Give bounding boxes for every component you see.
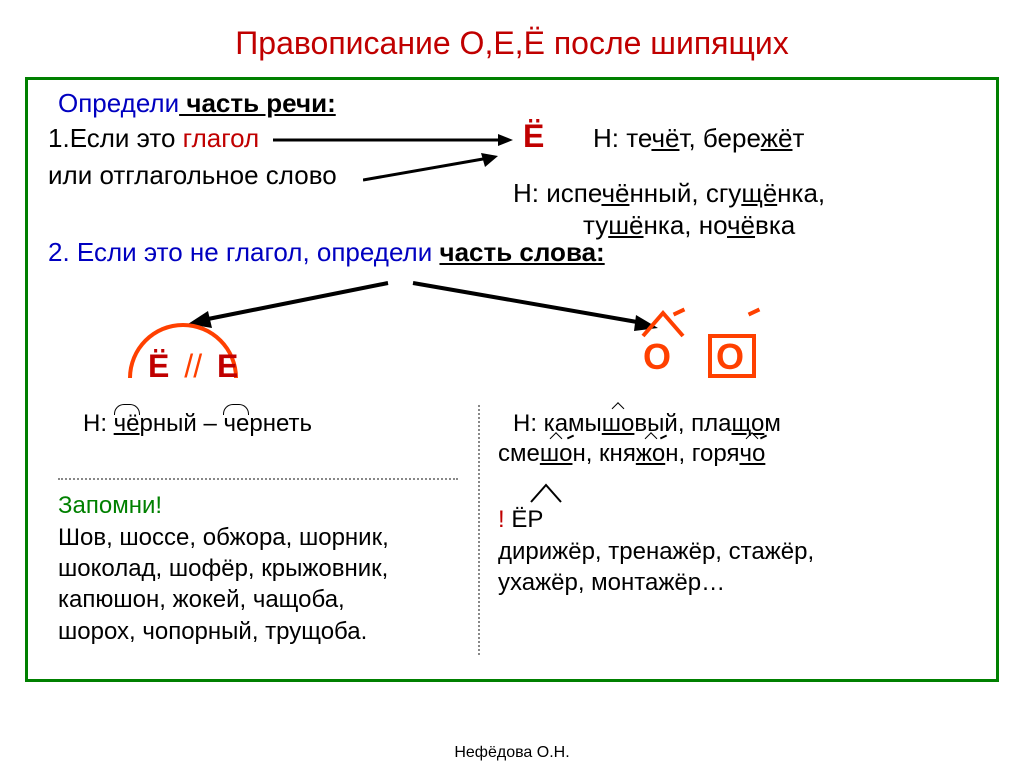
ex-part: т, бере bbox=[679, 123, 760, 153]
ex-part: щё bbox=[741, 178, 777, 208]
rule1-example1: Н: течёт, бережёт bbox=[593, 123, 804, 154]
list-line: шорох, чопорный, трущоба. bbox=[58, 616, 389, 647]
exclamation: ! bbox=[498, 506, 505, 533]
ex-part: чё bbox=[727, 210, 755, 240]
yor-text: ЁР bbox=[505, 506, 544, 533]
yo-letter: Ё bbox=[148, 348, 169, 384]
list-line: Шов, шоссе, обжора, шорник, bbox=[58, 522, 389, 553]
rule2-text: Если это не глагол, определи bbox=[77, 237, 440, 267]
list-line: шоколад, шофёр, крыжовник, bbox=[58, 553, 389, 584]
ex-part: шё bbox=[608, 210, 643, 240]
dashed-divider-vertical bbox=[478, 405, 480, 655]
ex-part: н, горя bbox=[665, 440, 739, 467]
diagram-area: Ё // Е О О bbox=[48, 278, 976, 398]
ex-part: сме bbox=[498, 440, 540, 467]
yor-caret-icon bbox=[528, 482, 564, 504]
o-ending: О bbox=[716, 336, 744, 378]
heading-prefix: Определи bbox=[58, 88, 179, 118]
ex-ending: що bbox=[732, 410, 765, 437]
ex-part: рный – bbox=[140, 410, 224, 437]
left-example: Н: чёрный – чернеть bbox=[83, 410, 312, 438]
ex-label: Н: bbox=[83, 410, 114, 437]
yor-list: дирижёр, тренажёр, стажёр, ухажёр, монта… bbox=[498, 536, 814, 598]
rule2-line: 2. Если это не глагол, определи часть сл… bbox=[48, 237, 976, 268]
dashed-divider-horizontal bbox=[58, 478, 458, 480]
list-line: дирижёр, тренажёр, стажёр, bbox=[498, 536, 814, 567]
ex-part: чё bbox=[601, 178, 629, 208]
e-letter: Е bbox=[217, 348, 238, 384]
content-frame: Определи часть речи: 1.Если это глагол Ё… bbox=[25, 77, 999, 682]
ex-part: нка, но bbox=[644, 210, 727, 240]
arrow-left-icon bbox=[188, 278, 398, 328]
list-line: ухажёр, монтажёр… bbox=[498, 567, 814, 598]
rule1-otglag: или отглагольное слово bbox=[48, 160, 337, 190]
ex-part: вка bbox=[755, 210, 795, 240]
heading-underlined: часть речи: bbox=[179, 88, 336, 118]
ex-part: н, кня bbox=[572, 440, 635, 467]
suffix-ending-group: О О bbox=[638, 318, 778, 378]
arrow-right-icon bbox=[408, 278, 658, 333]
ex-root: че bbox=[223, 410, 249, 438]
remember-list: Шов, шоссе, обжора, шорник, шоколад, шоф… bbox=[58, 522, 389, 647]
ex-suffix: шо bbox=[540, 440, 573, 468]
rule1-verb: глагол bbox=[183, 123, 260, 153]
rule1-num: 1. bbox=[48, 123, 70, 153]
arrow-icon bbox=[273, 131, 513, 149]
ex-part: рнеть bbox=[249, 410, 312, 437]
ex-part: жё bbox=[761, 123, 793, 153]
ex-part: нный, сгу bbox=[629, 178, 741, 208]
stress-mark-icon bbox=[748, 308, 761, 317]
rule2-underlined: часть слова: bbox=[439, 237, 604, 267]
ex-suffix: шо bbox=[602, 410, 635, 438]
page-title: Правописание О,Е,Ё после шипящих bbox=[0, 0, 1024, 77]
ex-suffix: жо bbox=[636, 440, 665, 468]
big-yo: Ё bbox=[523, 118, 544, 155]
ex-part: чё bbox=[651, 123, 679, 153]
rule1-line2: или отглагольное слово bbox=[48, 160, 976, 191]
rule1-example3: тушёнка, ночёвка bbox=[583, 210, 795, 241]
right-example-row2: смешон, княжон, горячо bbox=[498, 440, 765, 468]
yo-e-label: Ё // Е bbox=[148, 348, 238, 385]
rule1-example2: Н: испечённый, сгущёнка, bbox=[513, 178, 825, 209]
rule2-num: 2. bbox=[48, 237, 77, 267]
ex-part: м bbox=[764, 410, 781, 437]
yor-label: ! ЁР bbox=[498, 506, 543, 534]
rule1-line1: 1.Если это глагол Ё Н: течёт, бережёт bbox=[48, 123, 976, 154]
separator: // bbox=[184, 348, 202, 385]
ex-label: Н: те bbox=[593, 123, 651, 153]
ex-part: нка, bbox=[777, 178, 825, 208]
list-line: капюшон, жокей, чащоба, bbox=[58, 584, 389, 615]
remember-title: Запомни! bbox=[58, 492, 162, 520]
o-suffix: О bbox=[643, 336, 671, 378]
ex-part: т bbox=[792, 123, 804, 153]
ex-part: ту bbox=[583, 210, 608, 240]
author-credit: Нефёдова О.Н. bbox=[0, 744, 1024, 762]
rule1-text: Если это bbox=[70, 123, 183, 153]
ex-label: Н: испе bbox=[513, 178, 601, 208]
ex-suffix: чо bbox=[739, 440, 765, 468]
ex-root: чё bbox=[114, 410, 140, 438]
arrow-icon bbox=[363, 153, 498, 183]
heading-determine: Определи часть речи: bbox=[48, 88, 976, 119]
